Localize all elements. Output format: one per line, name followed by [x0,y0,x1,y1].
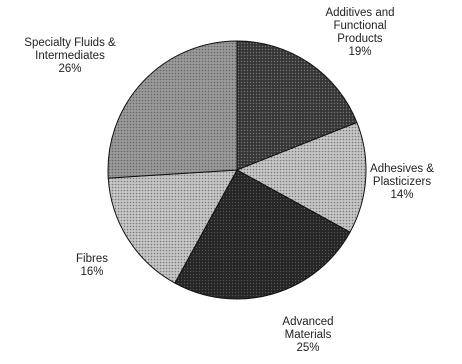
pie-slice-specialty-fluids-intermediates [107,40,238,179]
pie-slices [107,40,367,300]
slice-percent: 25% [296,342,319,354]
slice-percent: 16% [80,266,103,278]
slice-label: Advanced Materials 25% [282,316,333,354]
slice-label: Specialty Fluids & Intermediates 26% [24,37,116,75]
pie-slice-additives-and-functional-products [236,40,358,171]
slice-name-line: Specialty Fluids & [24,37,116,49]
pie-slice-fibres [107,169,238,284]
pie-slice-advanced-materials [174,169,351,300]
slice-name-line: Materials [285,329,332,341]
slice-percent: 26% [58,63,81,75]
slice-label: Adhesives & Plasticizers 14% [370,163,434,201]
slice-name-line: Functional [333,20,386,32]
slice-name-line: Products [337,33,383,45]
slice-name-line: Intermediates [35,50,105,62]
slice-labels: Additives and Functional Products 19% Adhesi… [24,7,434,354]
slice-name-line: Additives and [325,7,394,19]
pie-slice-adhesives-plasticizers [235,121,367,233]
slice-name-line: Fibres [76,253,108,265]
slice-percent: 14% [390,189,413,201]
slice-name-line: Advanced [282,316,333,328]
slice-name-line: Adhesives & [370,163,434,175]
slice-name-line: Plasticizers [373,176,431,188]
slice-percent: 19% [348,46,371,58]
slice-label: Additives and Functional Products 19% [325,7,394,58]
slice-label: Fibres 16% [76,253,108,278]
